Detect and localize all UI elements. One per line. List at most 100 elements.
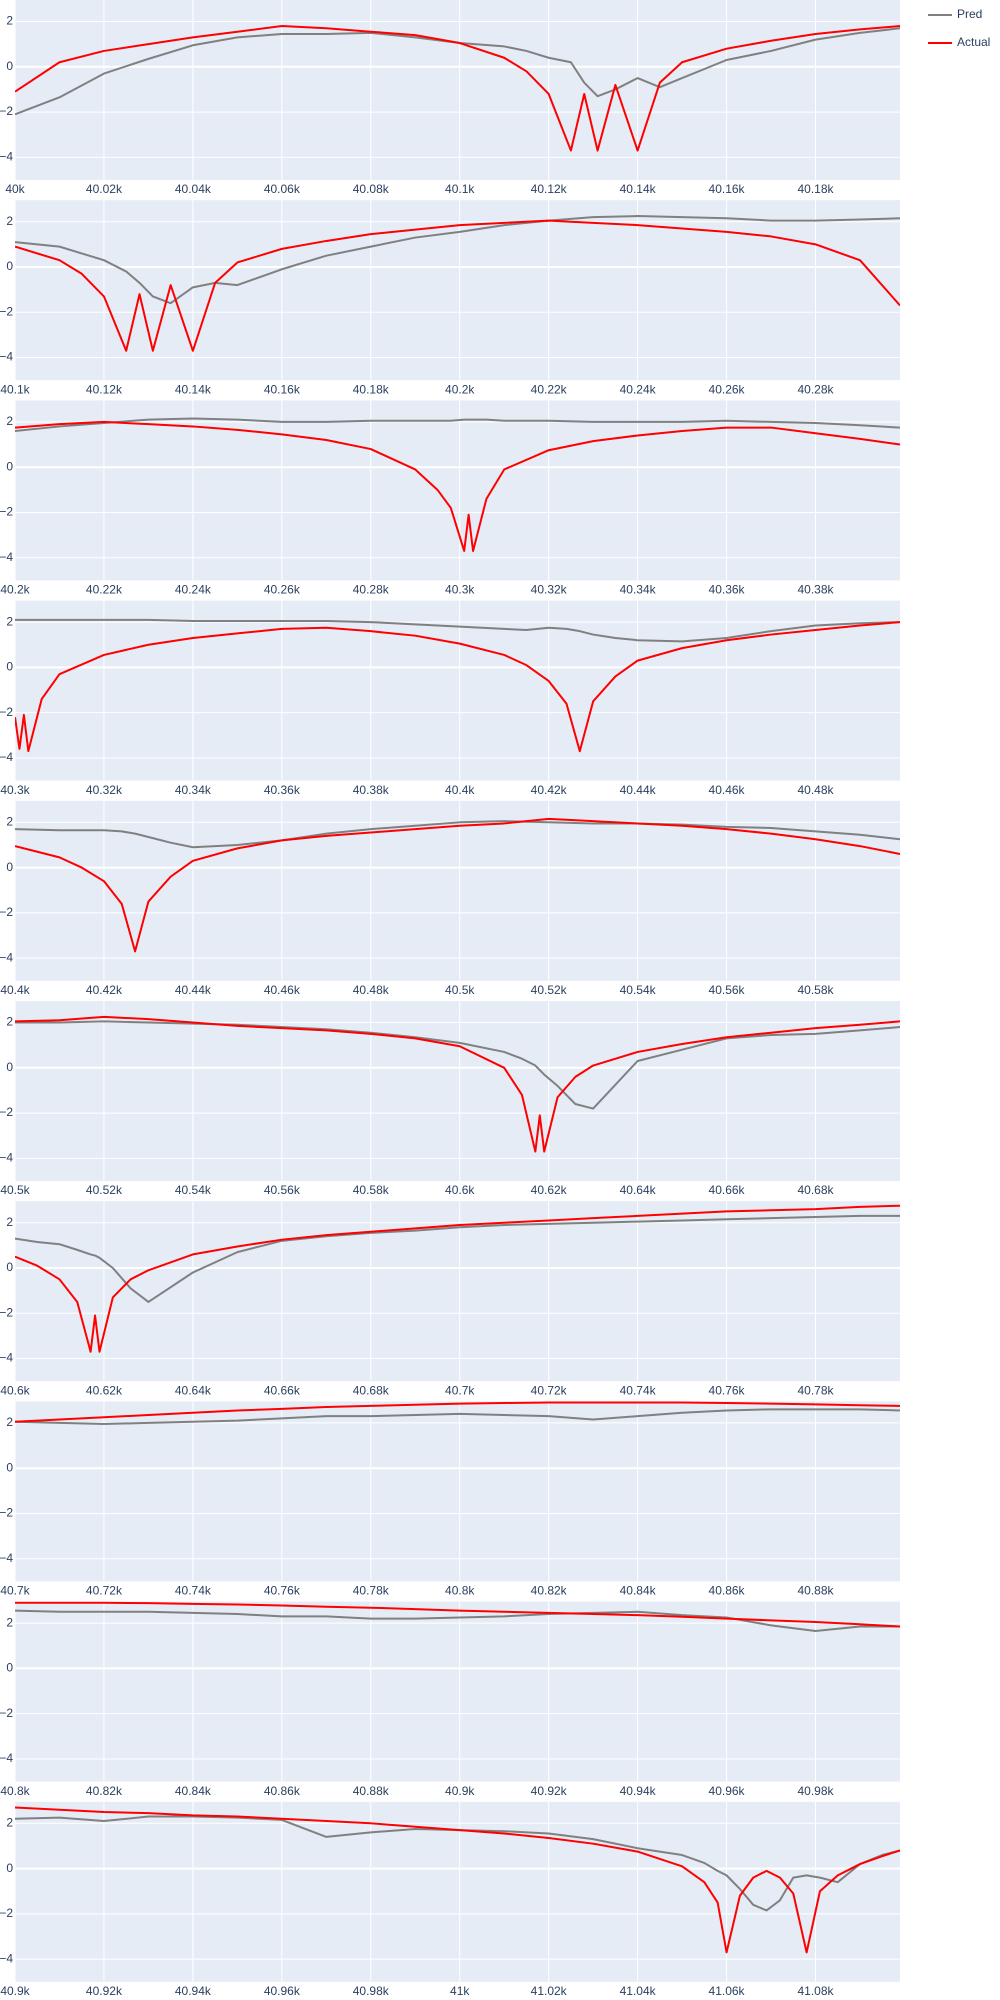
x-tick-label: 40.24k	[175, 583, 212, 597]
x-tick-label: 40.78k	[797, 1383, 834, 1397]
x-tick-label: 40.64k	[620, 1183, 657, 1197]
y-tick-label: −2	[0, 505, 13, 519]
x-tick-label: 40.36k	[264, 783, 301, 797]
x-tick-label: 40.76k	[709, 1383, 746, 1397]
plot-background	[15, 400, 900, 581]
x-tick-label: 40.88k	[797, 1584, 834, 1598]
x-tick-label: 40.62k	[86, 1383, 123, 1397]
plot-background	[15, 1001, 900, 1181]
y-tick-label: 0	[6, 459, 13, 473]
x-tick-label: 40.6k	[445, 1183, 475, 1197]
x-tick-label: 40.58k	[353, 1183, 390, 1197]
x-tick-label: 40.9k	[445, 1784, 475, 1798]
x-tick-label: 40.1k	[0, 382, 30, 396]
y-tick-label: −4	[0, 950, 13, 964]
plot-background	[15, 1401, 900, 1582]
x-tick-label: 40.88k	[353, 1784, 390, 1798]
x-tick-label: 40.66k	[264, 1383, 301, 1397]
x-tick-label: 40.64k	[175, 1383, 212, 1397]
x-tick-label: 40.9k	[0, 1984, 30, 1998]
x-tick-label: 40.54k	[620, 983, 657, 997]
x-tick-label: 40.26k	[709, 382, 746, 396]
x-tick-label: 40.98k	[797, 1784, 834, 1798]
x-tick-label: 40k	[5, 182, 25, 196]
y-tick-label: −2	[0, 104, 13, 118]
x-tick-label: 40.82k	[86, 1784, 123, 1798]
x-tick-label: 40.78k	[353, 1584, 390, 1598]
x-tick-label: 40.84k	[175, 1784, 212, 1798]
x-tick-label: 40.24k	[620, 382, 657, 396]
y-tick-label: 2	[6, 1415, 13, 1429]
x-tick-label: 40.36k	[709, 583, 746, 597]
series-line	[15, 1214, 900, 1303]
series-line	[15, 1601, 900, 1628]
x-tick-label: 40.72k	[531, 1383, 568, 1397]
x-tick-label: 40.62k	[531, 1183, 568, 1197]
legend-label: Actual	[957, 35, 990, 49]
series-line	[15, 621, 900, 753]
x-tick-label: 40.22k	[86, 583, 123, 597]
x-tick-label: 40.98k	[353, 1984, 390, 1998]
x-tick-label: 40.48k	[797, 783, 834, 797]
x-tick-label: 41.06k	[709, 1984, 746, 1998]
x-tick-label: 40.18k	[797, 182, 834, 196]
plot-background	[15, 600, 900, 781]
y-tick-label: 2	[6, 14, 13, 28]
y-tick-label: 0	[6, 660, 13, 674]
x-tick-label: 40.82k	[531, 1584, 568, 1598]
x-tick-label: 40.1k	[445, 182, 475, 196]
x-tick-label: 40.5k	[445, 983, 475, 997]
x-tick-label: 40.04k	[175, 182, 212, 196]
x-tick-label: 40.5k	[0, 1183, 30, 1197]
x-tick-label: 40.84k	[620, 1584, 657, 1598]
x-tick-label: 40.92k	[86, 1984, 123, 1998]
legend-label: Pred	[957, 7, 982, 21]
x-tick-label: 40.34k	[620, 583, 657, 597]
x-tick-label: 41.04k	[620, 1984, 657, 1998]
x-tick-label: 40.38k	[797, 583, 834, 597]
x-tick-label: 40.3k	[0, 783, 30, 797]
y-tick-label: 2	[6, 814, 13, 828]
series-line	[15, 27, 900, 116]
x-tick-label: 40.44k	[175, 983, 212, 997]
series-line	[15, 618, 900, 643]
y-tick-label: 2	[6, 1215, 13, 1229]
y-tick-label: 0	[6, 1460, 13, 1474]
x-tick-label: 40.58k	[797, 983, 834, 997]
series-line	[15, 1806, 900, 1954]
plot-background	[15, 1801, 900, 1982]
x-tick-label: 40.94k	[175, 1984, 212, 1998]
y-tick-label: −4	[0, 350, 13, 364]
series-line	[15, 25, 900, 152]
y-tick-label: −4	[0, 1551, 13, 1565]
x-tick-label: 40.22k	[531, 382, 568, 396]
y-tick-label: −2	[0, 1506, 13, 1520]
x-tick-label: 40.42k	[531, 783, 568, 797]
x-tick-label: 40.96k	[709, 1784, 746, 1798]
x-tick-label: 40.66k	[709, 1183, 746, 1197]
y-tick-label: 0	[6, 860, 13, 874]
y-tick-label: −2	[0, 705, 13, 719]
y-tick-label: 0	[6, 1861, 13, 1875]
plot-background	[15, 200, 900, 381]
x-tick-label: 40.8k	[445, 1584, 475, 1598]
x-tick-label: 40.26k	[264, 583, 301, 597]
y-tick-label: 0	[6, 1060, 13, 1074]
y-tick-label: −2	[0, 304, 13, 318]
x-tick-label: 40.94k	[620, 1784, 657, 1798]
plot-background	[15, 1601, 900, 1782]
x-tick-label: 40.54k	[175, 1183, 212, 1197]
y-tick-label: 0	[6, 1260, 13, 1274]
y-tick-label: 0	[6, 259, 13, 273]
y-tick-label: −4	[0, 1351, 13, 1365]
x-tick-label: 40.52k	[86, 1183, 123, 1197]
series-line	[15, 1609, 900, 1633]
plot-background	[15, 0, 900, 180]
y-tick-label: −2	[0, 1105, 13, 1119]
series-line	[15, 1408, 900, 1426]
x-tick-label: 40.3k	[445, 583, 475, 597]
x-tick-label: 40.7k	[445, 1383, 475, 1397]
y-tick-label: −4	[0, 150, 13, 164]
y-tick-label: −2	[0, 1305, 13, 1319]
